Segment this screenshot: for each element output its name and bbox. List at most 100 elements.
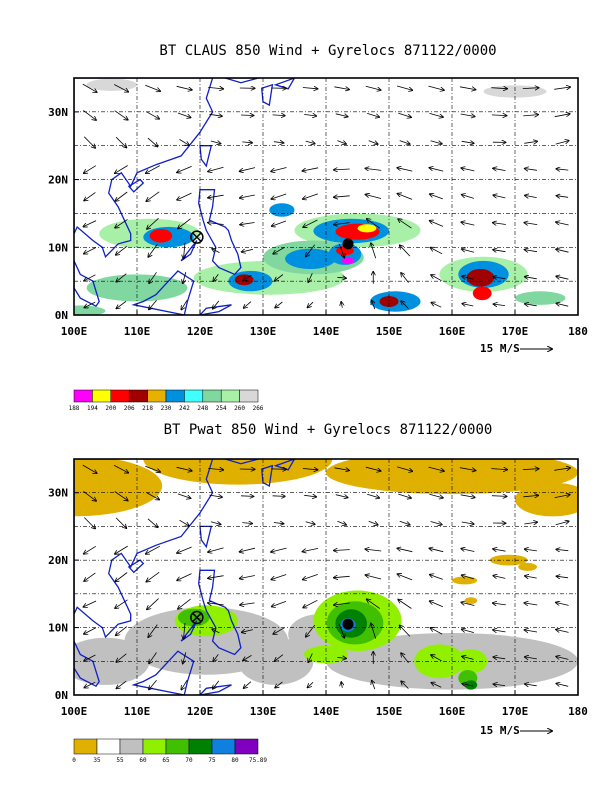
wind-vector [524, 223, 538, 225]
wind-vector [461, 522, 474, 524]
wind-vector [556, 196, 569, 198]
wind-vector [242, 630, 253, 633]
colorbar-label: 65 [162, 757, 170, 764]
y-tick-label: 0N [55, 689, 68, 702]
x-tick-label: 160E [439, 325, 466, 338]
wind-vector [271, 167, 287, 172]
wind-vector [84, 301, 96, 308]
coastline-9 [261, 83, 274, 107]
wind-vector [147, 598, 159, 610]
wind-vector [115, 572, 128, 582]
colorbar-label: 0 [72, 757, 76, 764]
shaded-region-16 [379, 296, 399, 307]
wind-vector [555, 141, 569, 145]
wind-vector [367, 113, 379, 117]
wind-vector [523, 495, 538, 496]
x-tick-label: 130E [250, 325, 277, 338]
wind-vector [210, 141, 221, 144]
wind-vector [556, 657, 569, 660]
colorbar-swatch [147, 389, 167, 403]
wind-vector [84, 165, 97, 174]
wind-vector [84, 274, 96, 281]
wind-vector [176, 85, 192, 90]
panel-1-x-ticks: 100E 110E 120E 130E 140E 150E 160E 170E 180 [61, 310, 588, 338]
wind-vector [462, 629, 475, 633]
wind-vector [556, 249, 569, 253]
wind-vector [176, 466, 192, 471]
wind-vector [493, 603, 506, 605]
wind-vector [338, 623, 344, 638]
wind-vector [396, 466, 412, 471]
wind-vector [146, 111, 159, 119]
wind-vector [365, 466, 381, 471]
gyre-center-marker [342, 238, 354, 250]
wind-vector [367, 219, 381, 229]
wind-vector [179, 519, 190, 526]
wind-vector [337, 658, 346, 659]
coastline-7 [199, 304, 232, 315]
wind-vector [371, 243, 377, 259]
x-tick-label: 110E [124, 325, 151, 338]
colorbar-label: 70 [185, 757, 193, 764]
shaded-region-0 [74, 459, 163, 517]
panel-2-x-ticks: 100E 110E 120E 130E 140E 150E 160E 170E 180 [61, 690, 588, 718]
wind-vector [114, 491, 128, 501]
wind-vector [366, 575, 382, 580]
x-tick-label: 150E [376, 325, 403, 338]
wind-vector [272, 220, 287, 226]
wind-vector [397, 194, 413, 200]
coastline-3 [127, 178, 145, 193]
wind-vector [114, 465, 128, 472]
wind-vector [461, 549, 475, 552]
wind-vector [212, 249, 220, 253]
wind-vector [240, 603, 255, 605]
wind-vector [243, 274, 252, 280]
wind-vector [115, 599, 128, 608]
wind-vector [401, 273, 409, 283]
wind-vector [303, 599, 318, 607]
wind-vector [308, 682, 314, 687]
colorbar-label: 260 [234, 405, 245, 412]
wind-vector [462, 575, 475, 580]
wind-vector [177, 573, 192, 581]
coastline-11 [225, 78, 259, 84]
wind-vector [459, 467, 476, 471]
colorbar-label: 218 [142, 405, 153, 412]
wind-vector [430, 575, 443, 580]
wind-vector [83, 110, 96, 120]
wind-vector [242, 142, 252, 143]
wind-vector [84, 654, 96, 661]
wind-vector [213, 300, 220, 309]
panel-2-shaded-field [74, 459, 578, 690]
coastline-0 [74, 78, 214, 259]
colorbar-swatch [92, 389, 112, 403]
wind-vector [399, 140, 410, 145]
x-tick-label: 120E [187, 705, 214, 718]
wind-vector [334, 86, 349, 90]
wind-vector [461, 222, 475, 226]
wind-vector [372, 681, 375, 690]
wind-vector [462, 304, 474, 306]
wind-vector [146, 545, 160, 554]
wind-vector [430, 194, 443, 200]
colorbar-swatch [165, 738, 190, 755]
shaded-region-14 [341, 257, 355, 265]
coastline-10 [273, 459, 296, 471]
wind-vector [429, 493, 444, 498]
y-tick-label: 0N [55, 309, 68, 322]
wind-vector [556, 303, 569, 306]
wind-vector [213, 680, 220, 689]
wind-vector [240, 167, 256, 172]
wind-vector [398, 219, 412, 229]
wind-vector [525, 684, 537, 686]
colorbar-label: 200 [105, 405, 116, 412]
wind-vector [271, 574, 287, 580]
wind-vector [305, 141, 315, 144]
coastline-11 [225, 459, 259, 465]
wind-vector [210, 522, 221, 525]
wind-vector [556, 169, 569, 170]
wind-vector [83, 490, 96, 501]
wind-vector [525, 195, 537, 197]
wind-vector [240, 496, 254, 497]
coastline-1 [74, 640, 100, 688]
